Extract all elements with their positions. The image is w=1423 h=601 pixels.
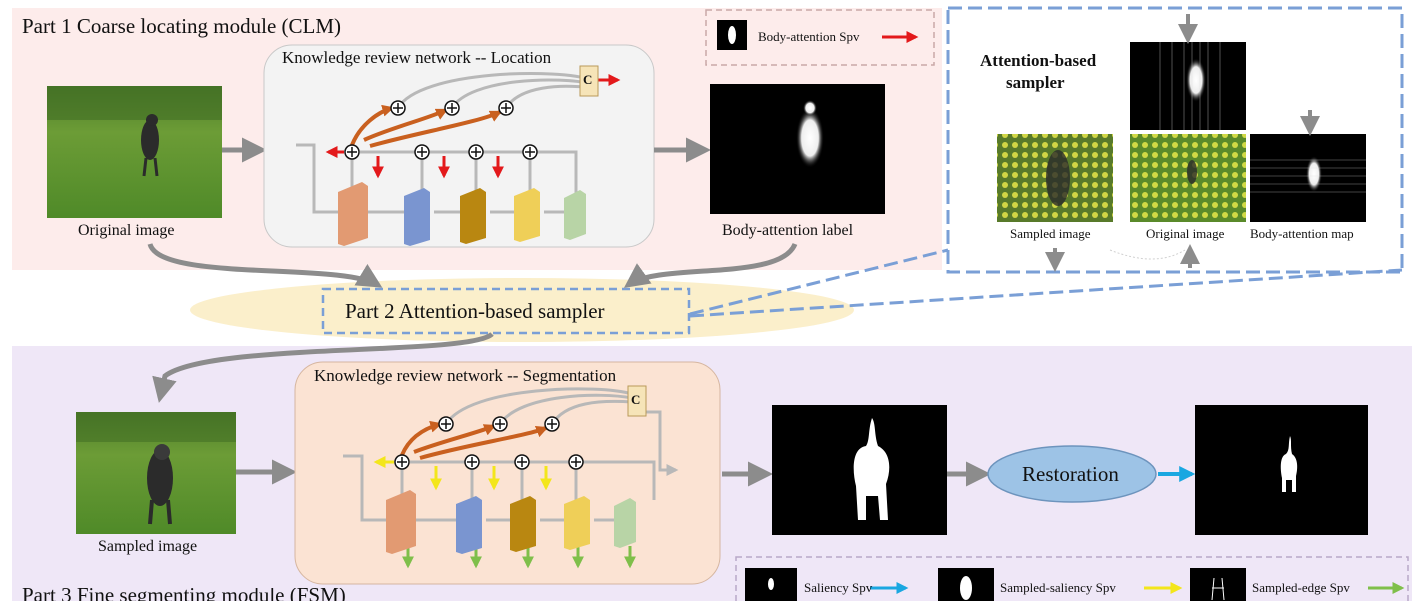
- clm-legend-label: Body-attention Spv: [758, 29, 860, 44]
- fsm-network-title: Knowledge review network -- Segmentation: [314, 366, 617, 385]
- clm-concat-label: C: [583, 72, 593, 87]
- fsm-encoder-blocks: [386, 490, 636, 554]
- sampler-sampled-image: [997, 134, 1113, 222]
- part1-title: Part 1 Coarse locating module (CLM): [22, 14, 342, 38]
- clm-network-title: Knowledge review network -- Location: [282, 48, 552, 67]
- clm-input-image: [47, 86, 222, 218]
- sampler-original-caption: Original image: [1146, 226, 1225, 241]
- fsm-saliency-output: [772, 405, 947, 535]
- sampler-dashed-box: [321, 287, 691, 335]
- sampler-top-attention-image: [1130, 42, 1246, 130]
- part3-title: Part 3 Fine segmenting module (FSM): [22, 588, 346, 601]
- legend-saliency-label: Saliency Spv: [804, 580, 873, 595]
- fsm-concat-box: [627, 385, 647, 417]
- sampler-map-caption: Body-attention map: [1250, 226, 1354, 241]
- clm-legend-box: [705, 9, 935, 66]
- part2-title: Part 2 Attention-based sampler: [345, 299, 605, 323]
- restoration-label: Restoration: [1022, 462, 1119, 486]
- fsm-legend-box: [735, 556, 1409, 601]
- clm-output-caption: Body-attention label: [722, 222, 854, 239]
- sampler-detail-title-line2: sampler: [1006, 73, 1065, 92]
- legend-sampled-edge-label: Sampled-edge Spv: [1252, 580, 1350, 595]
- legend-sampled-saliency-label: Sampled-saliency Spv: [1000, 580, 1116, 595]
- sampler-attention-map: [1250, 134, 1366, 222]
- fsm-final-output: [1195, 405, 1368, 535]
- clm-input-caption: Original image: [78, 222, 175, 239]
- sampler-detail-title-line1: Attention-based: [980, 51, 1097, 70]
- sampler-original-image: [1130, 134, 1246, 222]
- restoration-ellipse: [987, 445, 1157, 503]
- clm-concat-box: [579, 65, 599, 97]
- sampler-sampled-caption: Sampled image: [1010, 226, 1091, 241]
- clm-output-mask: [710, 84, 885, 214]
- fsm-input-caption: Sampled image: [98, 538, 198, 555]
- fsm-concat-label: C: [631, 392, 641, 407]
- fsm-input-image: [76, 412, 236, 534]
- legend-sampled-edge-thumb: [1190, 568, 1246, 601]
- clm-encoder-blocks: [338, 182, 586, 246]
